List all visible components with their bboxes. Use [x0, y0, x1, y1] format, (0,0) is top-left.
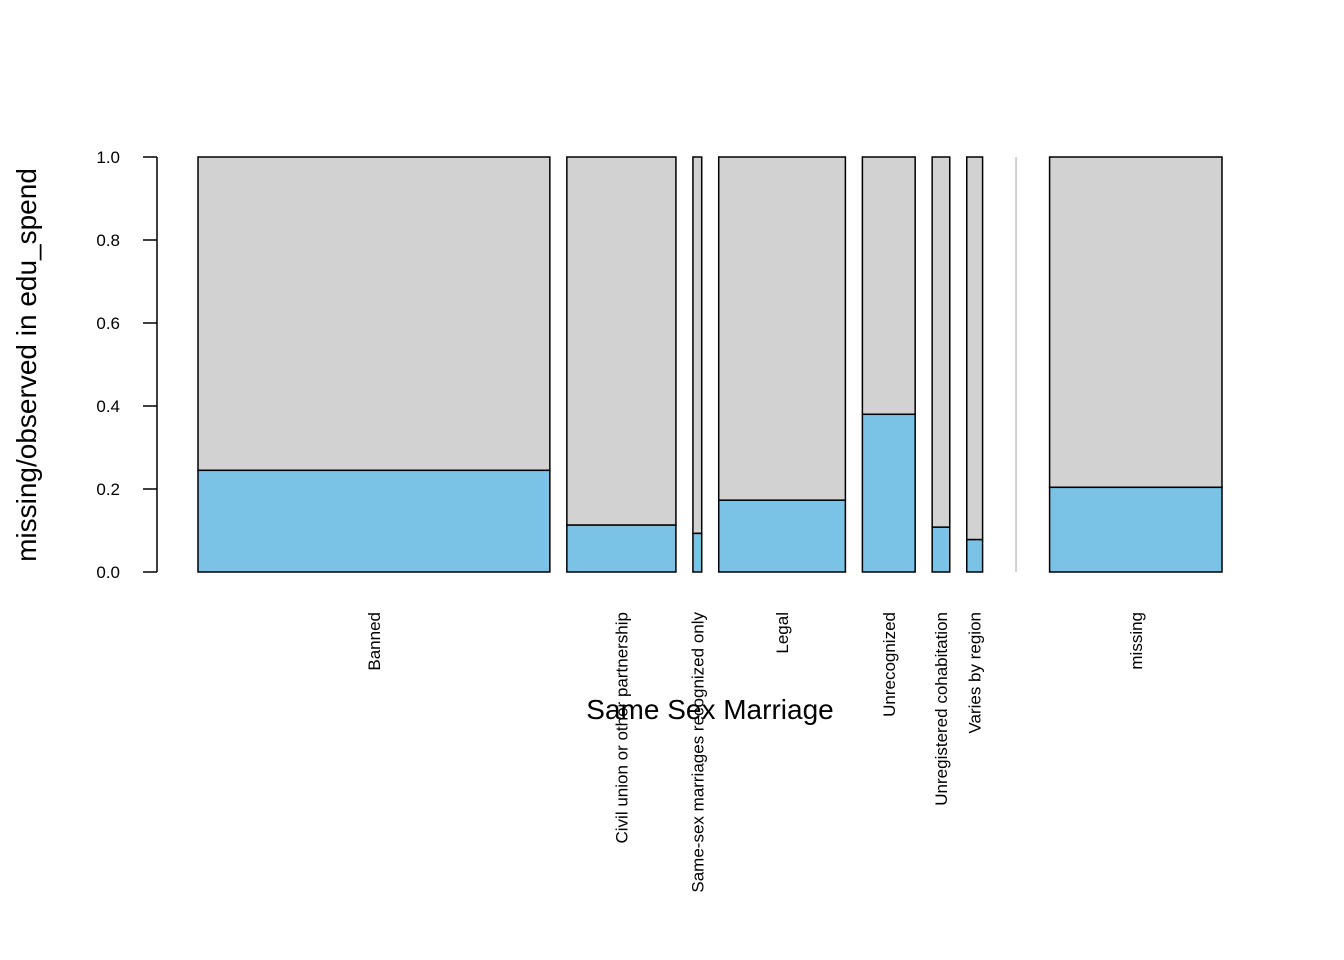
y-tick-label: 1.0	[96, 148, 120, 167]
bar-observed	[197, 156, 551, 472]
bar-observed	[861, 156, 916, 416]
y-axis: 0.0 0.2 0.4 0.6 0.8 1.0	[96, 148, 158, 582]
category-label: Banned	[365, 612, 384, 671]
bar-missing	[717, 499, 847, 573]
category-label: Varies by region	[966, 612, 985, 734]
bar-observed	[966, 156, 984, 541]
y-tick-label: 0.6	[96, 314, 120, 333]
bar-missing	[966, 538, 984, 573]
bar-observed	[931, 156, 951, 528]
y-tick-label: 0.4	[96, 397, 120, 416]
bar-missing	[1048, 486, 1223, 573]
category-labels: Banned Civil union or other partnership Sa…	[365, 612, 1146, 893]
bar-observed	[717, 156, 847, 501]
category-label: Same-sex marriages recognized only	[688, 612, 707, 893]
category-label: missing	[1127, 612, 1146, 670]
category-label: Legal	[773, 612, 792, 654]
bar-missing	[931, 526, 951, 573]
bar-observed	[566, 156, 677, 526]
bars	[197, 156, 1223, 573]
category-label: Unregistered cohabitation	[932, 612, 951, 806]
x-axis-title: Same Sex Marriage	[586, 694, 833, 725]
bar-observed	[1048, 156, 1223, 489]
bar-missing	[692, 532, 703, 573]
bar-missing	[566, 524, 677, 573]
bar-observed	[692, 156, 703, 535]
y-tick-label: 0.8	[96, 231, 120, 250]
category-label: Civil union or other partnership	[612, 612, 631, 844]
y-axis-title: missing/observed in edu_spend	[11, 168, 42, 562]
y-tick-label: 0.2	[96, 480, 120, 499]
bar-missing	[861, 413, 916, 573]
bar-missing	[197, 469, 551, 573]
y-tick-label: 0.0	[96, 563, 120, 582]
category-label: Unrecognized	[880, 612, 899, 717]
